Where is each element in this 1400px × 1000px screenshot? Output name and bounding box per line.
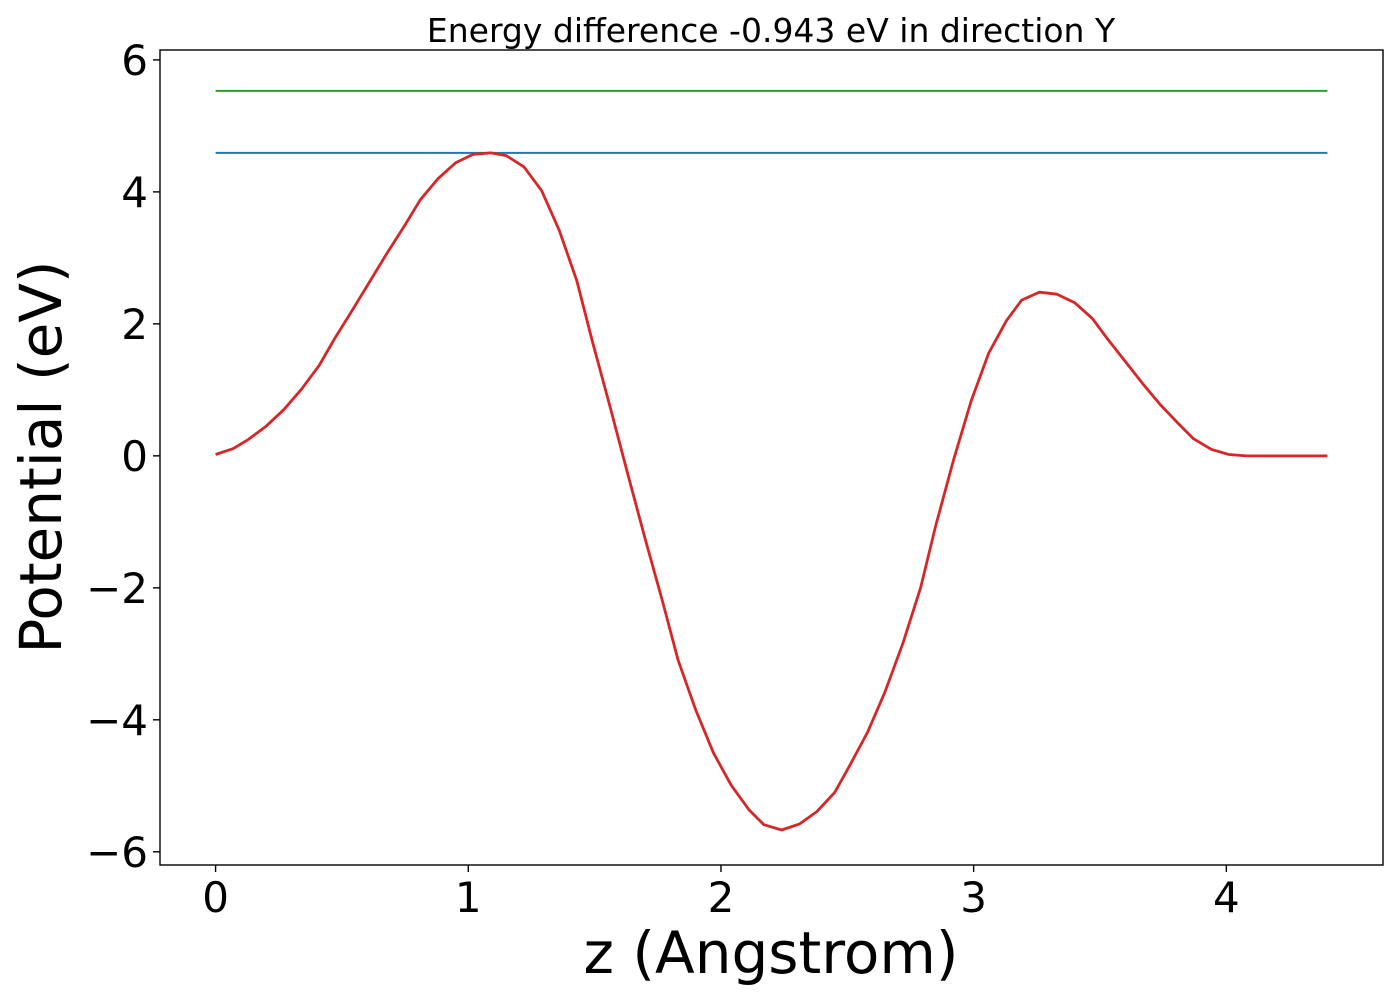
y-tick-label: 2 — [121, 300, 148, 349]
x-tick-label: 1 — [455, 873, 482, 922]
x-tick-label: 0 — [202, 873, 229, 922]
y-tick-label: −2 — [86, 564, 148, 613]
plot-area — [159, 49, 1384, 866]
x-axis: 0 1 2 3 4 — [202, 865, 1240, 922]
y-tick-label: −6 — [86, 828, 148, 877]
x-tick-label: 2 — [708, 873, 735, 922]
x-tick-label: 4 — [1213, 873, 1240, 922]
chart-title: Energy difference -0.943 eV in direction… — [427, 11, 1116, 50]
y-axis-label: Potential (eV) — [7, 260, 75, 653]
y-axis: −6 −4 −2 0 2 4 6 — [86, 36, 160, 877]
x-axis-label: z (Angstrom) — [584, 919, 959, 987]
series-layer — [215, 89, 1328, 832]
y-tick-label: −4 — [86, 696, 148, 745]
plot-frame — [159, 49, 1384, 866]
y-tick-label: 6 — [121, 36, 148, 85]
y-tick-label: 4 — [121, 168, 148, 217]
x-tick-label: 3 — [960, 873, 987, 922]
series-line-2 — [215, 151, 1328, 832]
y-tick-label: 0 — [121, 432, 148, 481]
